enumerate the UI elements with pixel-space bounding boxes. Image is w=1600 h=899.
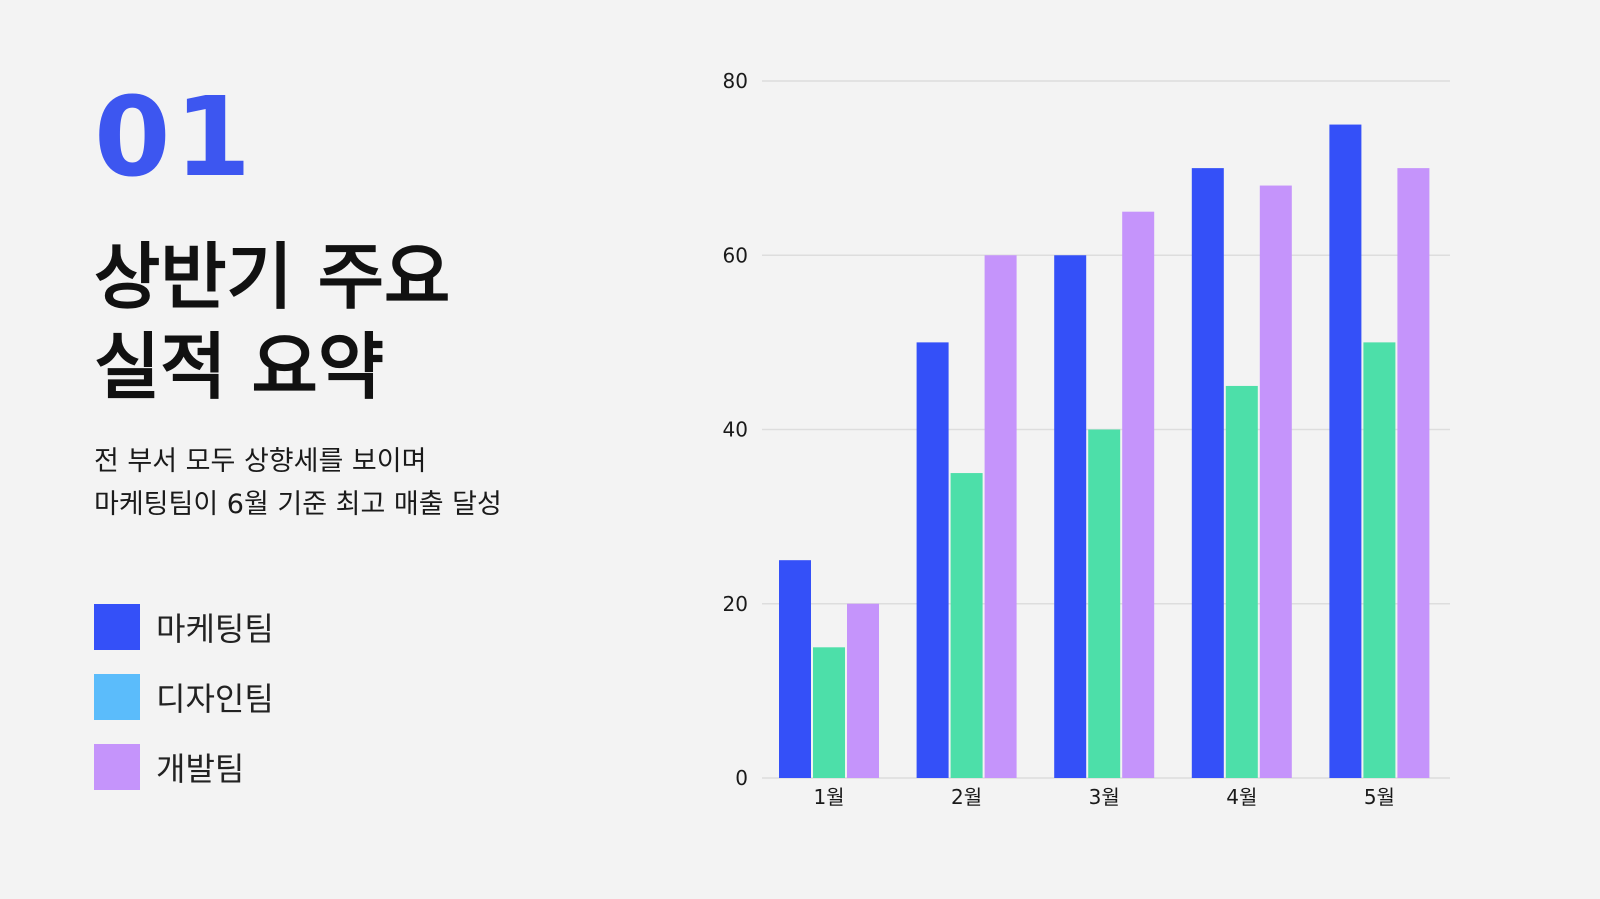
bar-chart: 0 20 40 60 80 1월 2월 3월 4월 5월 xyxy=(723,69,1450,809)
bar xyxy=(1191,168,1224,778)
legend-item-dev: 개발팀 xyxy=(94,744,274,790)
bar xyxy=(1259,185,1292,779)
legend-swatch xyxy=(94,744,140,790)
bar xyxy=(1225,385,1258,778)
slide-text-panel: 01 상반기 주요 실적 요약 전 부서 모두 상향세를 보이며 마케팅팀이 6… xyxy=(94,0,654,899)
y-axis-ticks: 0 20 40 60 80 xyxy=(723,69,748,790)
subtitle-line: 전 부서 모두 상향세를 보이며 xyxy=(94,446,427,477)
y-tick-label: 60 xyxy=(723,243,748,267)
x-tick-label: 4월 xyxy=(1226,785,1257,809)
title-line: 실적 요약 xyxy=(94,325,385,409)
y-tick-label: 80 xyxy=(723,69,748,93)
bar xyxy=(1054,255,1087,778)
bar xyxy=(1122,211,1155,778)
y-tick-label: 40 xyxy=(723,418,748,442)
legend-item-design: 디자인팀 xyxy=(94,674,274,720)
bar xyxy=(779,560,811,778)
slide-title: 상반기 주요 실적 요약 xyxy=(94,232,450,412)
bar xyxy=(847,603,879,778)
title-line: 상반기 주요 xyxy=(94,235,451,319)
x-tick-label: 5월 xyxy=(1364,785,1395,809)
bar xyxy=(1363,342,1396,778)
chart-legend: 마케팅팀 디자인팀 개발팀 xyxy=(94,604,274,814)
subtitle-line: 마케팅팀이 6월 기준 최고 매출 달성 xyxy=(94,489,502,520)
legend-swatch xyxy=(94,674,140,720)
x-tick-label: 2월 xyxy=(951,785,982,809)
x-tick-label: 1월 xyxy=(813,785,844,809)
bar xyxy=(1329,124,1362,778)
legend-label: 개발팀 xyxy=(156,750,245,788)
bar xyxy=(950,473,983,778)
y-tick-label: 0 xyxy=(735,766,748,790)
x-axis-ticks: 1월 2월 3월 4월 5월 xyxy=(813,785,1395,809)
legend-swatch xyxy=(94,604,140,650)
legend-item-marketing: 마케팅팀 xyxy=(94,604,274,650)
slide-subtitle: 전 부서 모두 상향세를 보이며 마케팅팀이 6월 기준 최고 매출 달성 xyxy=(94,440,502,526)
section-number: 01 xyxy=(94,73,256,201)
bar xyxy=(813,647,845,778)
legend-label: 디자인팀 xyxy=(156,680,274,718)
bar xyxy=(1088,429,1121,778)
y-tick-label: 20 xyxy=(723,592,748,616)
x-tick-label: 3월 xyxy=(1089,785,1120,809)
bar xyxy=(916,342,949,778)
bars xyxy=(779,124,1430,779)
bar xyxy=(984,255,1017,778)
legend-label: 마케팅팀 xyxy=(156,610,274,648)
bar xyxy=(1397,168,1430,778)
